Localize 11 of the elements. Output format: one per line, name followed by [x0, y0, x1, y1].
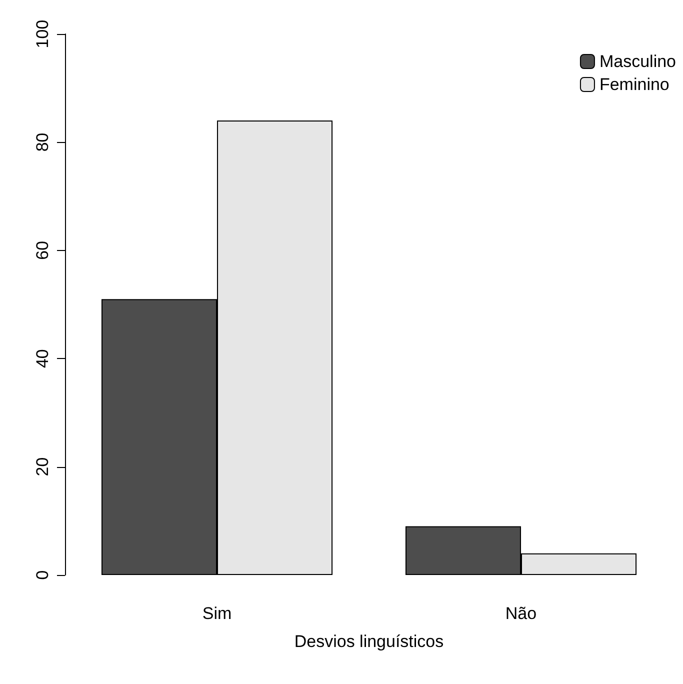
- y-tick-label: 0: [33, 570, 52, 580]
- legend-label: Masculino: [599, 52, 676, 71]
- y-tick-label: 60: [33, 240, 52, 260]
- x-axis-title: Desvios linguísticos: [294, 632, 444, 651]
- x-tick-label: Sim: [202, 604, 232, 623]
- y-tick-label: 100: [33, 20, 52, 48]
- legend-label: Feminino: [599, 75, 670, 94]
- y-tick-label: 20: [33, 457, 52, 476]
- x-tick-label: Não: [505, 604, 537, 623]
- y-tick-label: 40: [33, 349, 52, 368]
- y-tick-label: 80: [33, 132, 52, 152]
